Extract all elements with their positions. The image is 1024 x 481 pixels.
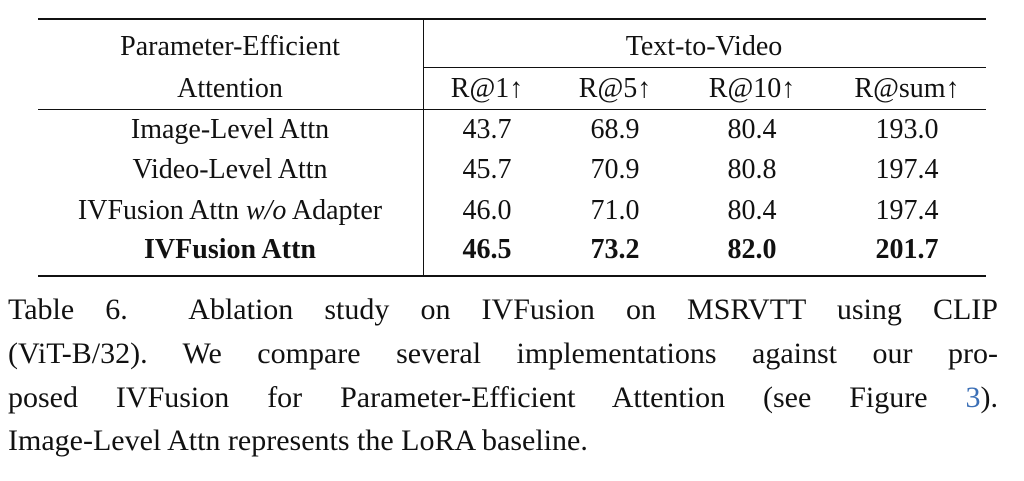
value-cell: 73.2 — [590, 234, 640, 265]
caption-line: posed IVFusion for Parameter-Efficient A… — [8, 380, 998, 416]
header-cell: Attention — [177, 73, 283, 104]
value-cell: 45.7 — [462, 154, 512, 185]
figure-link[interactable]: 3 — [965, 381, 981, 414]
value-cell: 46.0 — [462, 195, 512, 226]
label-part: Image-Level Attn — [130, 114, 330, 145]
bottom-rule — [38, 275, 986, 277]
row-label: IVFusion Attn w/o Adapter — [78, 195, 382, 227]
column-divider — [423, 20, 424, 275]
value-cell: 197.4 — [875, 195, 939, 226]
label-part: IVFusion Attn — [144, 234, 316, 265]
caption-text: Ablation study on IVFusion on MSRVTT usi… — [188, 293, 998, 326]
header-cell: Parameter-Efficient — [120, 31, 340, 62]
value-cell: 80.8 — [727, 154, 777, 185]
column-header: R@1↑ — [450, 73, 524, 104]
column-header: R@sum↑ — [854, 73, 960, 104]
value-cell: 46.5 — [462, 234, 512, 265]
caption-text: posed IVFusion for Parameter-Efficient A… — [8, 381, 966, 414]
value-cell: 80.4 — [727, 195, 777, 226]
label-part: Video-Level Attn — [132, 154, 328, 185]
value-cell: 71.0 — [590, 195, 640, 226]
row-label: IVFusion Attn — [144, 234, 316, 266]
caption-line: (ViT-B/32). We compare several implement… — [8, 337, 998, 370]
value-cell: 82.0 — [727, 234, 777, 265]
caption-text: ). — [980, 381, 999, 414]
group-rule — [423, 67, 986, 68]
value-cell: 201.7 — [875, 234, 939, 265]
caption-line: Table 6. Ablation study on IVFusion on M… — [8, 292, 998, 328]
top-rule — [38, 18, 986, 20]
value-cell: 197.4 — [875, 154, 939, 185]
label-part: IVFusion Attn — [77, 195, 246, 226]
caption-line: Image-Level Attn represents the LoRA bas… — [8, 424, 588, 457]
header-rule — [38, 109, 986, 110]
header-cell: Text-to-Video — [625, 31, 783, 62]
value-cell: 43.7 — [462, 114, 512, 145]
value-cell: 70.9 — [590, 154, 640, 185]
column-header: R@10↑ — [708, 73, 796, 104]
column-header: R@5↑ — [578, 73, 652, 104]
label-part: w/o — [245, 195, 287, 226]
value-cell: 68.9 — [590, 114, 640, 145]
value-cell: 193.0 — [875, 114, 939, 145]
row-label: Image-Level Attn — [131, 114, 329, 146]
row-label: Video-Level Attn — [132, 154, 327, 186]
label-part: Adapter — [286, 195, 383, 226]
value-cell: 80.4 — [727, 114, 777, 145]
caption-label: Table 6. — [8, 293, 128, 326]
